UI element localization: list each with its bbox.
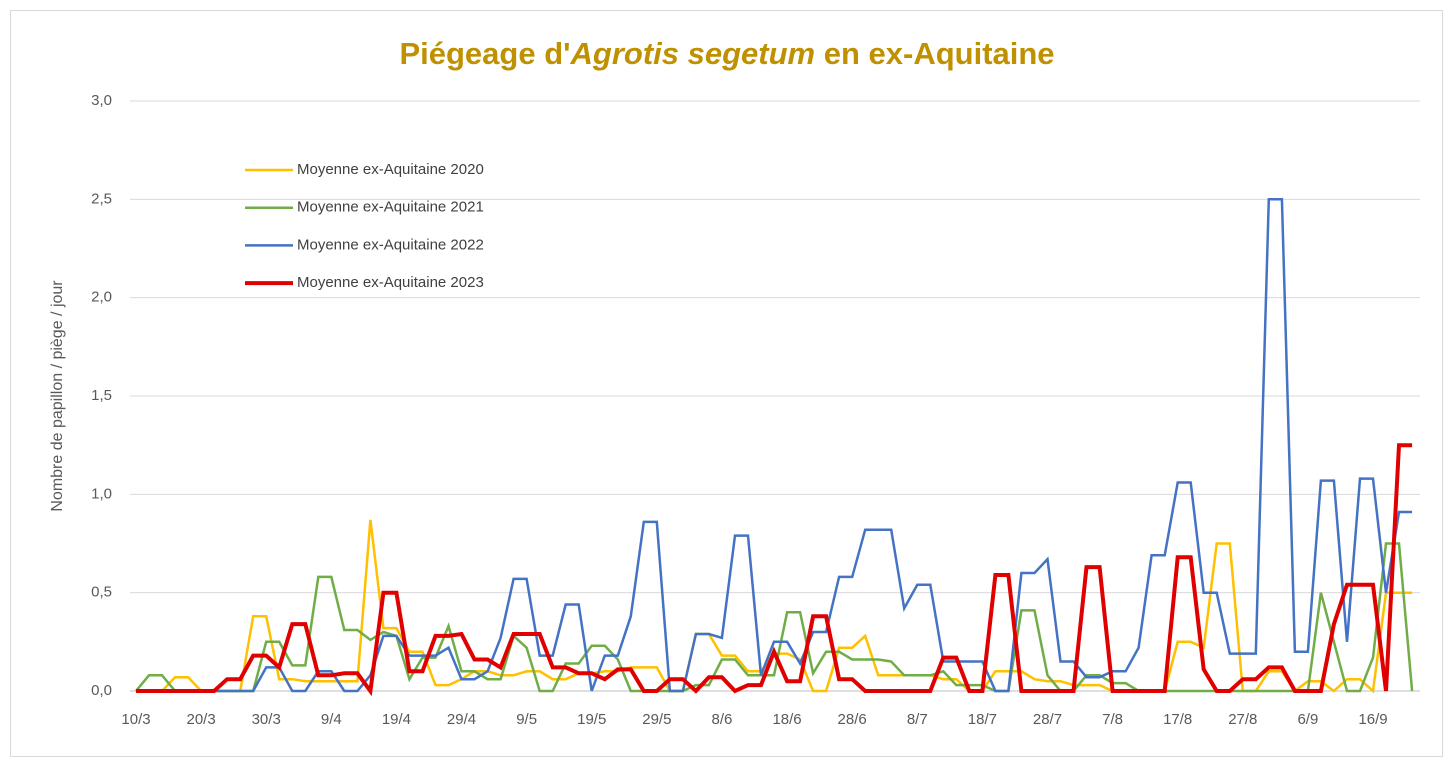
title-part: en ex-Aquitaine xyxy=(815,36,1054,71)
y-tick-label: 0,5 xyxy=(91,584,112,601)
x-tick-label: 9/5 xyxy=(516,711,537,728)
y-tick-label: 3,0 xyxy=(91,92,112,109)
legend-label: Moyenne ex-Aquitaine 2022 xyxy=(297,236,484,253)
x-tick-label: 28/7 xyxy=(1033,711,1062,728)
x-tick-label: 20/3 xyxy=(187,711,216,728)
x-tick-label: 18/6 xyxy=(772,711,801,728)
y-tick-label: 2,0 xyxy=(91,289,112,306)
x-tick-label: 29/5 xyxy=(642,711,671,728)
y-tick-label: 0,0 xyxy=(91,682,112,699)
y-tick-label: 1,5 xyxy=(91,387,112,404)
x-tick-label: 18/7 xyxy=(968,711,997,728)
legend-label: Moyenne ex-Aquitaine 2020 xyxy=(297,161,484,178)
x-tick-label: 7/8 xyxy=(1102,711,1123,728)
title-italic: Agrotis segetum xyxy=(570,36,816,71)
x-tick-label: 10/3 xyxy=(121,711,150,728)
series-line xyxy=(136,198,1413,693)
y-tick-label: 1,0 xyxy=(91,485,112,502)
legend-label: Moyenne ex-Aquitaine 2021 xyxy=(297,199,484,216)
x-tick-label: 27/8 xyxy=(1228,711,1257,728)
legend-label: Moyenne ex-Aquitaine 2023 xyxy=(297,274,484,291)
x-tick-label: 9/4 xyxy=(321,711,342,728)
series-line xyxy=(135,542,1414,693)
title-part: Piégeage d' xyxy=(399,36,570,71)
x-tick-label: 30/3 xyxy=(252,711,281,728)
y-axis-label: Nombre de papillon / piège / jour xyxy=(49,280,66,512)
x-tick-label: 8/7 xyxy=(907,711,928,728)
x-tick-label: 17/8 xyxy=(1163,711,1192,728)
x-tick-label: 19/5 xyxy=(577,711,606,728)
chart-frame xyxy=(10,10,1443,757)
y-tick-label: 2,5 xyxy=(91,190,112,207)
x-tick-label: 28/6 xyxy=(838,711,867,728)
chart-title: Piégeage d'Agrotis segetum en ex-Aquitai… xyxy=(399,36,1054,71)
x-tick-label: 29/4 xyxy=(447,711,476,728)
x-tick-label: 8/6 xyxy=(712,711,733,728)
series-line xyxy=(136,443,1413,697)
x-tick-label: 16/9 xyxy=(1358,711,1387,728)
x-tick-label: 19/4 xyxy=(382,711,411,728)
x-tick-label: 6/9 xyxy=(1297,711,1318,728)
